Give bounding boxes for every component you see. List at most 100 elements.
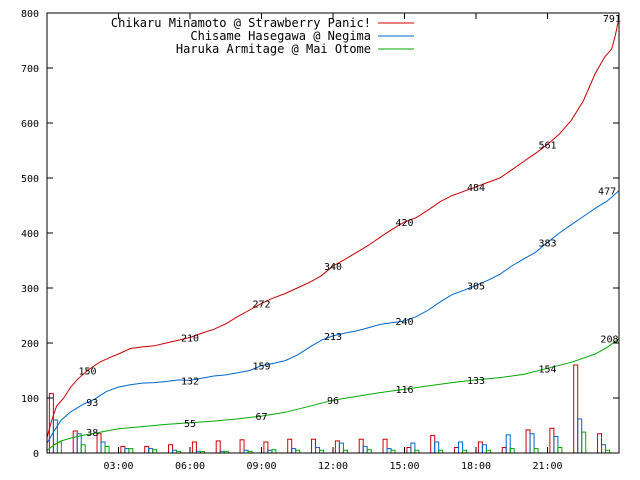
histogram-bar: [581, 431, 587, 454]
point-label: 272: [252, 299, 270, 310]
histogram-bar: [529, 433, 535, 454]
histogram-bar: [338, 442, 344, 454]
x-tick-label: 18:00: [461, 461, 491, 472]
x-tick-label: 09:00: [246, 461, 276, 472]
histogram-bar: [601, 444, 607, 454]
histogram-bar: [509, 448, 515, 454]
point-label: 477: [598, 187, 616, 198]
histogram-bar: [52, 419, 58, 454]
histogram-bar: [215, 440, 221, 454]
histogram-bar: [100, 441, 106, 454]
point-label: 791: [603, 14, 621, 25]
histogram-bar: [573, 364, 579, 454]
point-label: 96: [327, 396, 339, 407]
histogram-bar: [128, 448, 134, 454]
histogram-bar: [386, 448, 392, 454]
series-line: [46, 17, 620, 438]
series-lines: [46, 17, 620, 451]
point-label: 55: [184, 419, 196, 430]
point-label: 561: [538, 140, 556, 151]
series-line: [46, 190, 620, 444]
histogram-bar: [168, 444, 174, 454]
histogram-bar: [120, 445, 126, 454]
point-label: 93: [86, 398, 98, 409]
point-label: 150: [78, 367, 96, 378]
histogram-bar: [481, 444, 487, 454]
histogram-bar: [263, 441, 269, 454]
histogram-bar: [597, 433, 603, 454]
point-label: 116: [395, 385, 413, 396]
histogram-bar: [144, 445, 150, 454]
x-tick-label: 06:00: [175, 461, 205, 472]
histogram-bar: [239, 439, 245, 454]
point-label: 133: [467, 376, 485, 387]
y-tick-label: 300: [21, 284, 39, 295]
point-label: 305: [467, 281, 485, 292]
histogram-bar: [358, 438, 364, 454]
histogram: [48, 364, 611, 454]
histogram-bar: [191, 441, 197, 454]
plot-frame: [46, 12, 620, 454]
histogram-bar: [454, 447, 460, 454]
y-tick-label: 500: [21, 174, 39, 185]
histogram-bar: [287, 438, 293, 454]
histogram-bar: [382, 438, 388, 454]
histogram-bar: [315, 447, 321, 454]
x-tick-label: 15:00: [389, 461, 419, 472]
histogram-bar: [410, 442, 416, 454]
histogram-bar: [148, 448, 154, 454]
x-tick-label: 03:00: [103, 461, 133, 472]
histogram-bar: [553, 436, 559, 454]
histogram-bar: [406, 447, 412, 454]
point-label: 420: [395, 218, 413, 229]
histogram-bar: [334, 440, 340, 454]
legend-label: Chikaru Minamoto @ Strawberry Panic!: [111, 16, 371, 30]
histogram-bar: [577, 418, 583, 454]
legend-label: Chisame Hasegawa @ Negima: [190, 29, 371, 43]
point-label: 38: [86, 428, 98, 439]
histogram-bar: [72, 430, 78, 454]
y-tick-label: 600: [21, 119, 39, 130]
histogram-bar: [525, 429, 531, 454]
x-tick-label: 12:00: [318, 461, 348, 472]
legend: Chikaru Minamoto @ Strawberry Panic!Chis…: [111, 16, 414, 56]
point-label: 210: [181, 334, 199, 345]
point-label: 340: [324, 262, 342, 273]
histogram-bar: [362, 445, 368, 454]
histogram-bar: [56, 441, 62, 454]
legend-label: Haruka Armitage @ Mai Otome: [176, 42, 371, 56]
y-tick-label: 800: [21, 9, 39, 20]
histogram-bar: [557, 447, 563, 454]
y-tick-label: 700: [21, 64, 39, 75]
point-label: 132: [181, 376, 199, 387]
histogram-bar: [458, 441, 464, 454]
point-labels: 150 210 272 340 420 484 561 791 93 132 159 213 240 30…: [78, 14, 620, 439]
point-label: 484: [467, 183, 485, 194]
histogram-bar: [501, 447, 507, 454]
x-tick-label: 21:00: [532, 461, 562, 472]
point-label: 159: [252, 362, 270, 373]
histogram-bar: [477, 441, 483, 454]
axes: 0 100 200 300 400 500 600 700 800 03:00 06:00 09:00…: [21, 9, 619, 472]
point-label: 208: [600, 335, 618, 346]
histogram-bar: [80, 444, 86, 454]
histogram-bar: [434, 441, 440, 454]
point-label: 383: [538, 238, 556, 249]
histogram-bar: [124, 448, 130, 454]
point-label: 67: [255, 412, 267, 423]
series-line: [46, 338, 620, 451]
histogram-bar: [291, 448, 297, 454]
point-label: 213: [324, 332, 342, 343]
point-label: 154: [538, 364, 556, 375]
y-tick-label: 0: [33, 449, 39, 460]
y-tick-label: 100: [21, 394, 39, 405]
histogram-bar: [549, 427, 555, 454]
histogram-bar: [104, 445, 110, 454]
y-tick-label: 200: [21, 339, 39, 350]
point-label: 240: [395, 317, 413, 328]
histogram-bar: [311, 438, 317, 454]
histogram-bar: [505, 434, 511, 454]
histogram-bar: [533, 448, 539, 454]
y-tick-label: 400: [21, 229, 39, 240]
